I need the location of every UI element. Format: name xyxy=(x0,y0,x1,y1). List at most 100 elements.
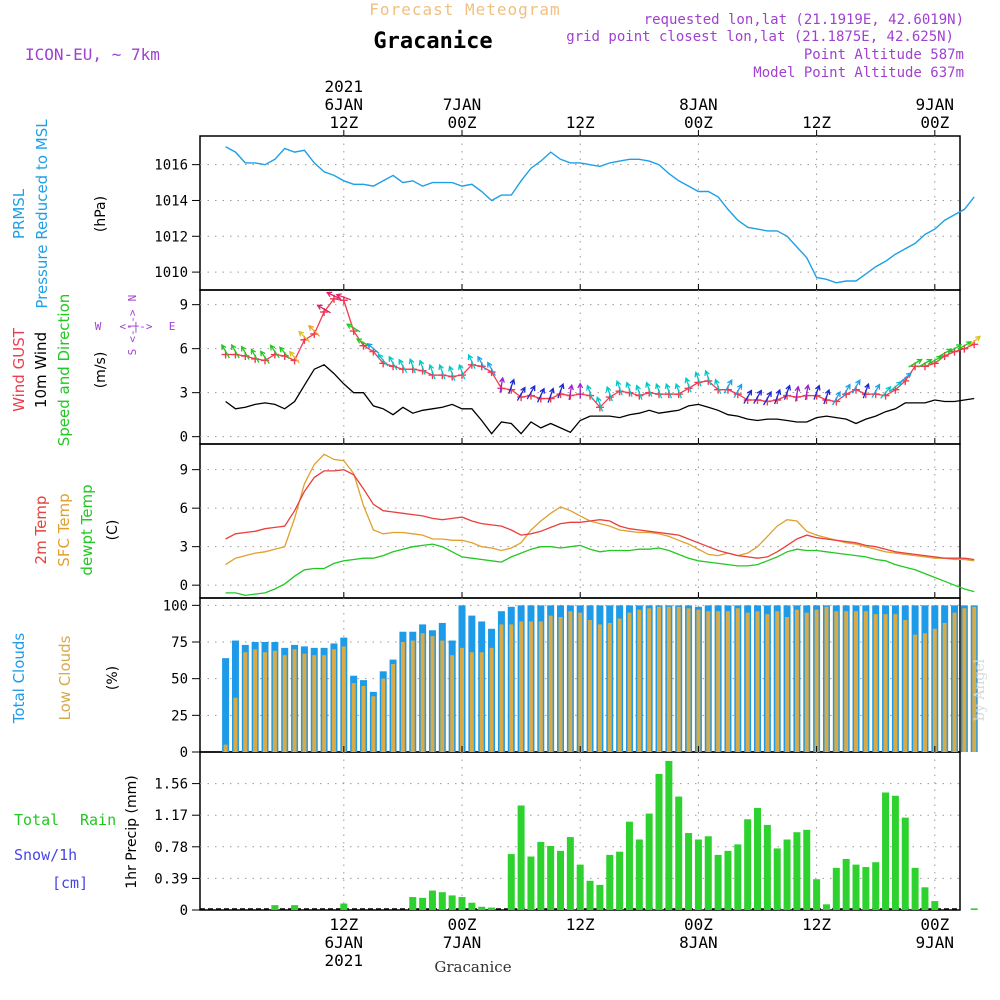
rain-bar xyxy=(793,832,801,910)
low-cloud-bar xyxy=(844,611,849,752)
rain-bar xyxy=(813,879,821,910)
low-cloud-bar xyxy=(479,652,484,752)
wind-direction-arrow xyxy=(477,355,487,371)
low-cloud-bar xyxy=(922,633,927,752)
top-axis-label: 00Z xyxy=(684,113,713,132)
low-cloud-bar xyxy=(361,686,366,752)
low-cloud-bar xyxy=(341,646,346,752)
low-cloud-bar xyxy=(952,612,957,752)
wind-direction-arrow xyxy=(714,378,722,395)
low-cloud-bar xyxy=(282,655,287,752)
low-cloud-bar xyxy=(932,628,937,752)
low-cloud-bar xyxy=(854,611,859,752)
low-cloud-bar xyxy=(223,744,228,752)
wind-direction-arrow xyxy=(308,324,321,337)
header: Forecast Meteogram Gracanice ICON-EU, ~ … xyxy=(25,0,964,81)
clouds-label-low: Low Clouds xyxy=(56,635,74,720)
low-cloud-bar xyxy=(765,614,770,752)
wind-direction-arrow xyxy=(288,350,300,364)
wind-direction-arrow xyxy=(428,363,436,380)
low-cloud-bar xyxy=(863,611,868,752)
temperature-panel: 0 3 6 9 xyxy=(180,438,975,598)
rain-bar xyxy=(488,907,496,910)
bottom-axis-label: 00Z xyxy=(448,915,477,934)
low-cloud-bar xyxy=(962,608,967,752)
clouds-ytick-label: 75 xyxy=(171,635,188,651)
precip-label-snow: Snow/1h xyxy=(14,846,77,864)
low-cloud-bar xyxy=(794,609,799,752)
wind-direction-arrow xyxy=(655,382,663,399)
wind-direction-arrow xyxy=(753,389,762,404)
rain-bar xyxy=(468,902,476,910)
wind-direction-arrow xyxy=(813,384,821,400)
low-cloud-bar xyxy=(893,614,898,752)
wind-direction-arrow xyxy=(851,379,861,394)
low-cloud-bar xyxy=(420,633,425,752)
wind-direction-arrow xyxy=(684,376,692,393)
wind-direction-arrow xyxy=(783,384,792,400)
low-cloud-bar xyxy=(391,664,396,752)
wind-direction-arrow xyxy=(240,345,250,360)
wind-direction-arrow xyxy=(408,357,416,374)
wind-direction-arrow xyxy=(645,381,653,397)
wind-direction-arrow xyxy=(841,383,851,398)
low-cloud-bar xyxy=(263,652,268,752)
wind-direction-arrow xyxy=(832,390,841,406)
wind-direction-arrow xyxy=(526,384,536,400)
top-axis-label: 6JAN xyxy=(325,95,364,114)
rain-bar xyxy=(606,854,614,910)
low-cloud-bar xyxy=(597,624,602,752)
low-cloud-bar xyxy=(666,606,671,752)
wind-panel: 0 3 6 9 xyxy=(180,284,982,446)
wind-direction-arrow xyxy=(947,344,963,353)
bottom-axis-label: 00Z xyxy=(684,915,713,934)
rain-bar xyxy=(409,897,417,910)
chart-title-top: Forecast Meteogram xyxy=(369,0,560,19)
rain-bar xyxy=(635,839,643,910)
wind-direction-arrow xyxy=(221,343,230,359)
wind-direction-arrow xyxy=(448,365,456,381)
low-cloud-bar xyxy=(538,621,543,752)
wind-direction-arrow xyxy=(366,342,380,354)
precip-ytick-label: 0.39 xyxy=(154,871,188,887)
wind-direction-arrow xyxy=(467,353,476,369)
temp-label-2m: 2m Temp xyxy=(32,496,50,565)
rain-bar xyxy=(340,903,348,910)
low-cloud-bar xyxy=(617,618,622,752)
low-cloud-bar xyxy=(755,611,760,752)
wind-direction-arrow xyxy=(398,358,408,374)
rain-bar xyxy=(291,905,299,910)
wind-direction-arrow xyxy=(458,363,466,380)
low-cloud-bar xyxy=(469,652,474,752)
low-cloud-bar xyxy=(696,609,701,752)
rain-bar xyxy=(616,851,624,910)
rain-bar xyxy=(724,850,732,910)
rain-bar xyxy=(783,839,791,910)
model-label: ICON-EU, ~ 7km xyxy=(25,45,160,64)
wind-direction-arrow xyxy=(664,382,673,399)
precip-ytick-label: 0.78 xyxy=(154,840,188,856)
low-cloud-bar xyxy=(233,697,238,752)
precip-axis-title: 1hr Precip (mm) xyxy=(124,775,140,888)
wind-direction-arrow xyxy=(794,385,801,402)
wind-direction-arrow xyxy=(704,369,712,386)
precip-panel: 0 0.39 0.78 1.17 1.56 xyxy=(154,746,978,919)
low-cloud-bar xyxy=(735,608,740,752)
rain-bar xyxy=(547,845,555,910)
wind-direction-arrow xyxy=(773,388,782,405)
wind-direction-arrow xyxy=(605,385,613,402)
total-cloud-bar xyxy=(231,640,239,752)
rain-bar xyxy=(832,867,840,910)
wind-direction-arrow xyxy=(723,379,733,394)
rain-bar xyxy=(675,796,683,910)
low-cloud-bar xyxy=(381,678,386,752)
footer-location: Gracanice xyxy=(434,958,511,976)
low-cloud-bar xyxy=(775,611,780,752)
rain-bar xyxy=(803,829,811,910)
pressure-label-prmsl: PRMSL xyxy=(10,188,28,239)
wind-ytick-label: 6 xyxy=(180,342,188,358)
rain-bar xyxy=(852,864,860,910)
precip-label-rain: Rain xyxy=(80,811,116,829)
